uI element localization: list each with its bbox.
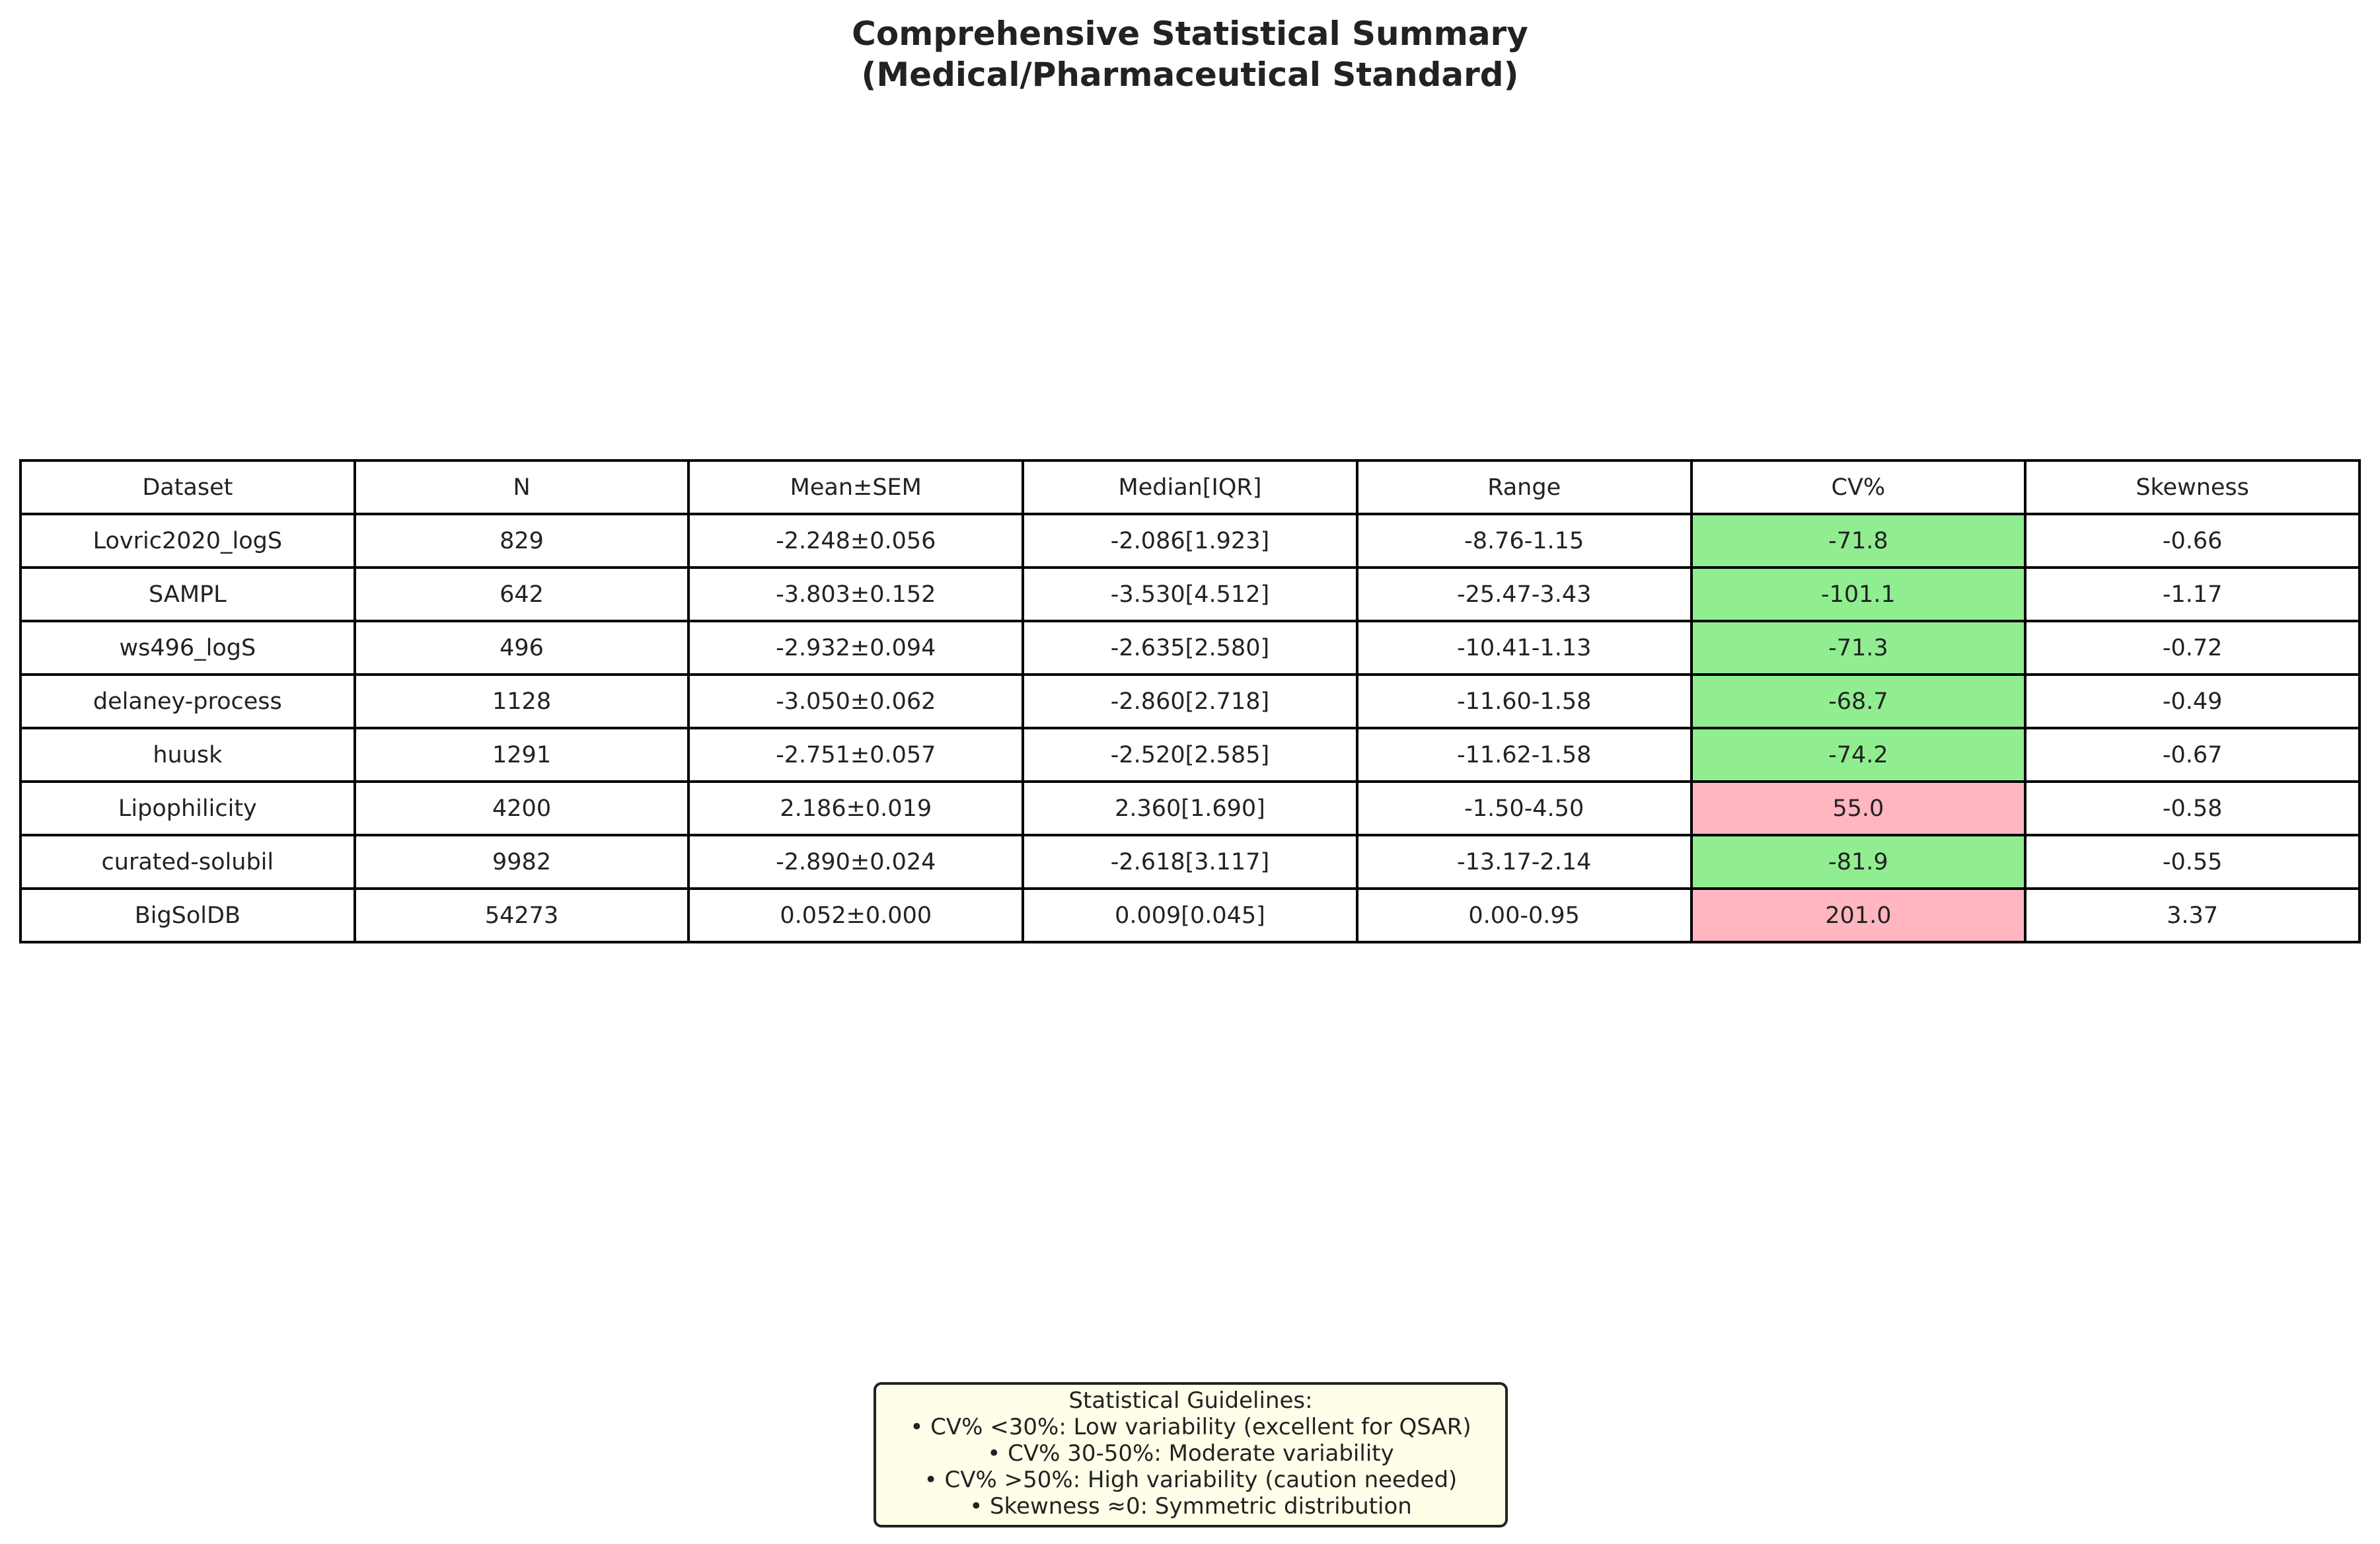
table-cell: -0.55 — [2024, 834, 2361, 890]
column-header: Median[IQR] — [1022, 459, 1358, 515]
cv-cell: -81.9 — [1690, 834, 2027, 890]
table-row: ws496_logS 496 -2.932±0.094 -2.635[2.580] -1… — [19, 620, 2361, 676]
table-cell: 0.00-0.95 — [1355, 887, 1693, 943]
statistics-table: Dataset N Mean±SEM Median[IQR] Range CV% Skewn… — [19, 459, 2361, 943]
cv-cell: 55.0 — [1690, 780, 2027, 836]
table-cell: Lipophilicity — [19, 780, 356, 836]
cv-cell: -74.2 — [1690, 727, 2027, 783]
cv-cell: -71.8 — [1690, 513, 2027, 569]
guideline-line-2: • CV% 30-50%: Moderate variability — [987, 1440, 1394, 1467]
table-cell: -2.248±0.056 — [687, 513, 1025, 569]
subtitle-line: (Medical/Pharmaceutical Standard) — [861, 55, 1519, 94]
table-row: Lipophilicity 4200 2.186±0.019 2.360[1.690]… — [19, 780, 2361, 836]
chart-title: Comprehensive Statistical Summary (Medic… — [0, 13, 2380, 95]
table-cell: SAMPL — [19, 566, 356, 622]
title-line: Comprehensive Statistical Summary — [852, 15, 1528, 53]
table-cell: -3.803±0.152 — [687, 566, 1025, 622]
table-cell: -0.66 — [2024, 513, 2361, 569]
table-cell: -3.050±0.062 — [687, 673, 1025, 729]
table-cell: 496 — [353, 620, 690, 676]
table-cell: 4200 — [353, 780, 690, 836]
guideline-line-3: • CV% >50%: High variability (caution ne… — [924, 1467, 1458, 1493]
column-header: Mean±SEM — [687, 459, 1025, 515]
table-cell: -1.17 — [2024, 566, 2361, 622]
table-cell: -3.530[4.512] — [1022, 566, 1358, 622]
table-cell: -2.890±0.024 — [687, 834, 1025, 890]
table-cell: -2.618[3.117] — [1022, 834, 1358, 890]
table-row: huusk 1291 -2.751±0.057 -2.520[2.585] -11.62… — [19, 727, 2361, 783]
table-cell: 829 — [353, 513, 690, 569]
table-cell: BigSolDB — [19, 887, 356, 943]
table-cell: 0.009[0.045] — [1022, 887, 1358, 943]
cv-cell: -71.3 — [1690, 620, 2027, 676]
guidelines-box: Statistical Guidelines: • CV% <30%: Low … — [874, 1382, 1508, 1527]
table-cell: 2.360[1.690] — [1022, 780, 1358, 836]
cv-cell: -101.1 — [1690, 566, 2027, 622]
table-cell: 3.37 — [2024, 887, 2361, 943]
table-cell: -8.76-1.15 — [1355, 513, 1693, 569]
table-body: Lovric2020_logS 829 -2.248±0.056 -2.086[1.9… — [19, 513, 2361, 943]
cv-cell: -68.7 — [1690, 673, 2027, 729]
column-header: CV% — [1690, 459, 2027, 515]
table-cell: ws496_logS — [19, 620, 356, 676]
table-cell: -11.60-1.58 — [1355, 673, 1693, 729]
table-cell: -13.17-2.14 — [1355, 834, 1693, 890]
table-row: BigSolDB 54273 0.052±0.000 0.009[0.045] 0.00… — [19, 887, 2361, 943]
table-row: curated-solubil 9982 -2.890±0.024 -2.618[3.… — [19, 834, 2361, 890]
table-cell: 642 — [353, 566, 690, 622]
table-cell: -0.67 — [2024, 727, 2361, 783]
table-cell: 9982 — [353, 834, 690, 890]
column-header: N — [353, 459, 690, 515]
column-header: Dataset — [19, 459, 356, 515]
table-cell: -2.860[2.718] — [1022, 673, 1358, 729]
table-cell: 2.186±0.019 — [687, 780, 1025, 836]
table-cell: Lovric2020_logS — [19, 513, 356, 569]
table-row: delaney-process 1128 -3.050±0.062 -2.860[2.… — [19, 673, 2361, 729]
table-cell: huusk — [19, 727, 356, 783]
table-cell: -2.086[1.923] — [1022, 513, 1358, 569]
guideline-line-1: • CV% <30%: Low variability (excellent f… — [910, 1414, 1471, 1440]
table-cell: -0.49 — [2024, 673, 2361, 729]
table-cell: 54273 — [353, 887, 690, 943]
table-cell: -0.72 — [2024, 620, 2361, 676]
table-cell: 1291 — [353, 727, 690, 783]
table-row: Lovric2020_logS 829 -2.248±0.056 -2.086[1.9… — [19, 513, 2361, 569]
guideline-line-4: • Skewness ≈0: Symmetric distribution — [969, 1493, 1412, 1520]
column-header: Skewness — [2024, 459, 2361, 515]
table-cell: -10.41-1.13 — [1355, 620, 1693, 676]
table-cell: -0.58 — [2024, 780, 2361, 836]
table-cell: -25.47-3.43 — [1355, 566, 1693, 622]
table-cell: -2.751±0.057 — [687, 727, 1025, 783]
table-cell: -2.635[2.580] — [1022, 620, 1358, 676]
table-cell: 0.052±0.000 — [687, 887, 1025, 943]
table-header-row: Dataset N Mean±SEM Median[IQR] Range CV% Skewn… — [19, 459, 2361, 515]
table-cell: -2.520[2.585] — [1022, 727, 1358, 783]
cv-cell: 201.0 — [1690, 887, 2027, 943]
table-cell: -11.62-1.58 — [1355, 727, 1693, 783]
table-row: SAMPL 642 -3.803±0.152 -3.530[4.512] -25.47-… — [19, 566, 2361, 622]
table-cell: -2.932±0.094 — [687, 620, 1025, 676]
table-cell: curated-solubil — [19, 834, 356, 890]
guidelines-title: Statistical Guidelines: — [1068, 1387, 1313, 1414]
table-cell: 1128 — [353, 673, 690, 729]
table-cell: -1.50-4.50 — [1355, 780, 1693, 836]
column-header: Range — [1355, 459, 1693, 515]
table-cell: delaney-process — [19, 673, 356, 729]
